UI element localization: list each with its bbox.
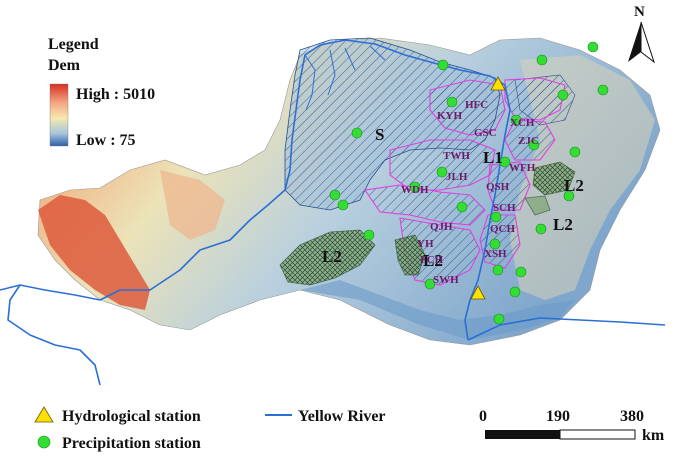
subbasin-label: ZJC xyxy=(518,135,539,147)
scale-tick-0: 0 xyxy=(479,408,487,425)
region-label-s: S xyxy=(375,125,384,144)
legend-hydro-label: Hydrological station xyxy=(62,408,201,425)
precipitation-station xyxy=(597,84,609,96)
precipitation-station xyxy=(490,211,502,223)
precipitation-station xyxy=(409,181,421,193)
precipitation-station xyxy=(587,41,599,53)
western-mountains-2 xyxy=(160,170,225,240)
subbasin-label: FCH xyxy=(420,254,444,266)
legend-low-label: Low : 75 xyxy=(76,132,136,149)
precipitation-station xyxy=(436,166,448,178)
dem-color-ramp xyxy=(49,83,69,147)
subbasin-label: HFC xyxy=(465,99,488,111)
scale-tick-380: 380 xyxy=(620,408,644,425)
yellow-river-west xyxy=(0,284,101,301)
precipitation-station xyxy=(535,223,547,235)
north-arrow-icon: N xyxy=(628,4,655,64)
precipitation-station xyxy=(489,238,501,250)
region-label-l2-2: L2 xyxy=(423,251,443,270)
precipitation-station xyxy=(446,96,458,108)
precipitation-station xyxy=(499,156,511,168)
subbasin-label: TWH xyxy=(443,150,470,162)
precipitation-station xyxy=(569,146,581,158)
hydrological-station-north xyxy=(490,76,506,91)
subbasin-label: KYH xyxy=(437,110,463,122)
precipitation-station xyxy=(536,54,548,66)
precipitation-station-legend-icon xyxy=(37,435,51,449)
region-label-l2-4: L2 xyxy=(553,215,573,234)
l1-subbasins xyxy=(364,77,566,286)
precipitation-station xyxy=(493,313,505,325)
subbasin-label: JLH xyxy=(446,171,468,183)
precipitation-station xyxy=(528,139,540,151)
scale-tick-190: 190 xyxy=(546,408,570,425)
precipitation-stations xyxy=(329,41,609,325)
precipitation-station xyxy=(337,199,349,211)
subbasin-label: XSH xyxy=(484,248,507,260)
region-label-l2-3: L2 xyxy=(564,176,584,195)
subbasin-label: QJH xyxy=(430,221,453,233)
scale-bar: 0 190 380 km xyxy=(479,408,665,444)
subbasin-labels: HFC KYH XCH GSC ZJC TWH WFH JLH WDH QSH … xyxy=(401,99,539,286)
legend-dem-label: Dem xyxy=(48,57,81,74)
scale-unit: km xyxy=(642,427,665,444)
region-label-l1: L1 xyxy=(483,148,503,167)
precipitation-station xyxy=(563,190,575,202)
hydrological-station-legend-icon xyxy=(34,406,54,423)
yellow-river-lower xyxy=(467,317,666,341)
southern-valley xyxy=(300,280,575,340)
subbasin-label: YH xyxy=(417,238,434,250)
precipitation-station xyxy=(424,278,436,290)
subbasin-label: WFH xyxy=(509,162,536,174)
precipitation-station xyxy=(509,286,521,298)
precipitation-station xyxy=(456,201,468,213)
subbasin-label: SCH xyxy=(493,202,516,214)
precipitation-station xyxy=(557,89,569,101)
subbasin-label: SWH xyxy=(433,274,459,286)
precipitation-station xyxy=(492,264,504,276)
subbasin-label: GSC xyxy=(474,127,497,139)
precipitation-station xyxy=(515,266,527,278)
subbasin-label: QCH xyxy=(490,223,516,235)
precipitation-station xyxy=(351,127,363,139)
legend-title: Legend xyxy=(48,36,99,53)
hydrological-station-south xyxy=(470,285,486,300)
region-l2-east-small xyxy=(524,195,551,216)
legend-precip-label: Precipitation station xyxy=(62,435,201,452)
legend-river-label: Yellow River xyxy=(298,408,386,425)
precipitation-station xyxy=(510,114,522,126)
precipitation-station xyxy=(329,189,341,201)
legend-high-label: High : 5010 xyxy=(76,86,155,103)
subbasin-label: XCH xyxy=(510,117,535,129)
precipitation-station xyxy=(363,229,375,241)
western-mountains xyxy=(38,195,150,310)
yellow-river-braids xyxy=(304,45,386,111)
north-label: N xyxy=(634,4,645,20)
subbasin-label: QSH xyxy=(486,181,510,193)
region-label-l2-1: L2 xyxy=(322,247,342,266)
subbasin-label: WDH xyxy=(401,184,429,196)
precipitation-station xyxy=(437,59,449,71)
